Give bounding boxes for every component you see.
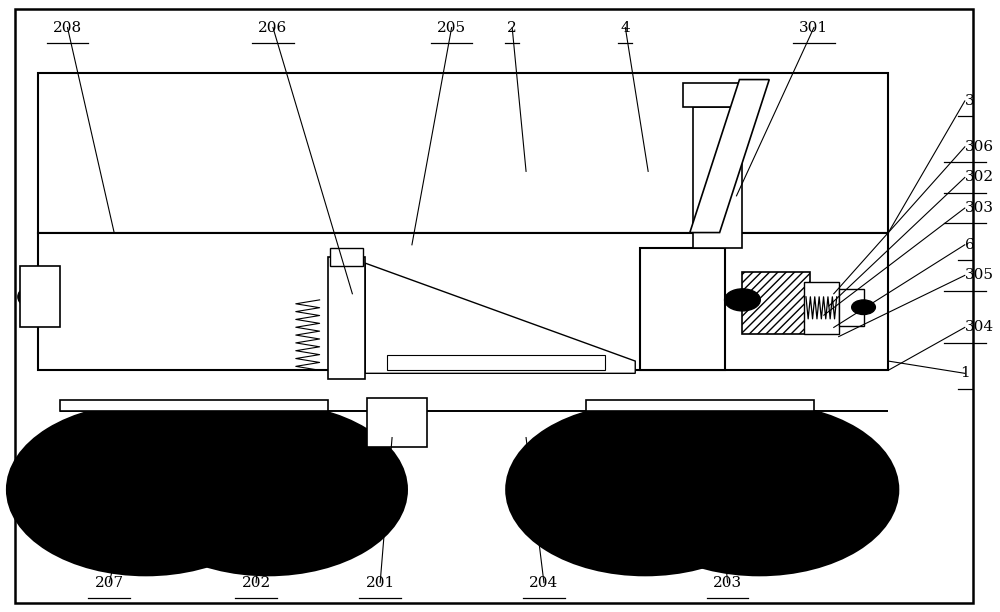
Text: 302: 302 bbox=[965, 171, 994, 184]
Circle shape bbox=[665, 431, 854, 548]
Circle shape bbox=[621, 355, 645, 370]
Circle shape bbox=[7, 404, 285, 575]
Text: 2: 2 bbox=[507, 21, 517, 34]
Polygon shape bbox=[742, 272, 810, 334]
Polygon shape bbox=[365, 263, 635, 373]
Text: 205: 205 bbox=[437, 21, 466, 34]
Text: 306: 306 bbox=[965, 140, 994, 154]
Bar bbox=[20, 266, 60, 327]
Text: 202: 202 bbox=[241, 576, 271, 589]
Bar bbox=[38, 73, 888, 233]
Circle shape bbox=[52, 431, 240, 548]
Bar bbox=[693, 107, 742, 248]
Bar bbox=[804, 282, 839, 334]
Circle shape bbox=[129, 404, 407, 575]
Bar bbox=[387, 355, 605, 370]
Text: 304: 304 bbox=[965, 321, 994, 334]
Text: 204: 204 bbox=[529, 576, 559, 589]
Bar bbox=[38, 233, 888, 370]
Bar bbox=[586, 400, 814, 411]
Circle shape bbox=[852, 300, 875, 315]
Text: 203: 203 bbox=[713, 576, 742, 589]
Bar bbox=[328, 257, 365, 379]
Text: 207: 207 bbox=[95, 576, 124, 589]
Text: 303: 303 bbox=[965, 201, 994, 215]
Circle shape bbox=[18, 283, 62, 310]
Circle shape bbox=[506, 404, 784, 575]
Circle shape bbox=[336, 337, 356, 349]
Polygon shape bbox=[690, 80, 769, 233]
Text: 201: 201 bbox=[366, 576, 395, 589]
Text: 208: 208 bbox=[53, 21, 82, 34]
Circle shape bbox=[339, 241, 353, 249]
Circle shape bbox=[230, 466, 306, 513]
Circle shape bbox=[725, 289, 760, 311]
Bar bbox=[640, 248, 725, 370]
Circle shape bbox=[722, 466, 797, 513]
Text: 4: 4 bbox=[620, 21, 630, 34]
Text: 301: 301 bbox=[799, 21, 828, 34]
Text: 206: 206 bbox=[258, 21, 288, 34]
Circle shape bbox=[706, 88, 730, 102]
Text: 305: 305 bbox=[965, 269, 994, 282]
Circle shape bbox=[108, 466, 184, 513]
Bar bbox=[60, 400, 328, 411]
Bar bbox=[367, 398, 427, 447]
Circle shape bbox=[551, 431, 739, 548]
Text: 1: 1 bbox=[960, 367, 970, 380]
Bar bbox=[330, 248, 363, 266]
Text: 3: 3 bbox=[965, 94, 974, 108]
Text: 6: 6 bbox=[965, 238, 975, 252]
Bar bbox=[839, 289, 864, 326]
Circle shape bbox=[620, 404, 898, 575]
Circle shape bbox=[174, 431, 362, 548]
Bar bbox=[683, 83, 752, 107]
Circle shape bbox=[607, 466, 683, 513]
